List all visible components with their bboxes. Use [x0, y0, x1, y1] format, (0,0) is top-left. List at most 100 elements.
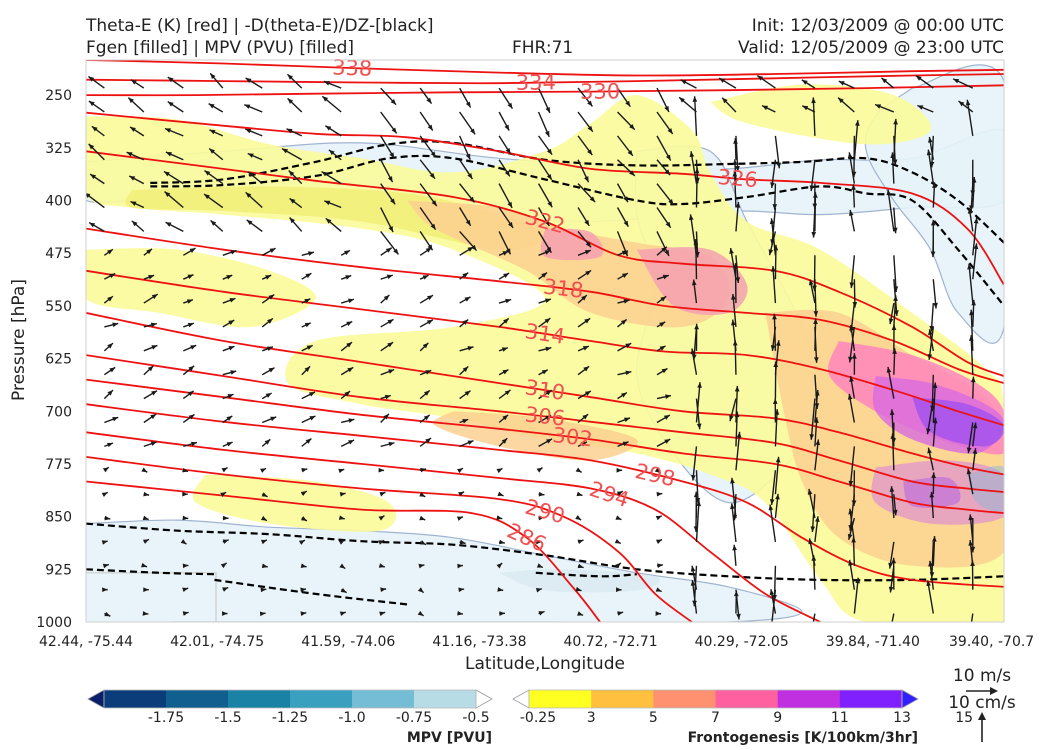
wind-vectors [86, 72, 979, 640]
wind-vector-head [661, 368, 668, 374]
wind-vector-head [615, 587, 622, 592]
x-tick-label: 42.01, -74.75 [170, 634, 264, 650]
wind-vector-head [129, 126, 136, 132]
wind-vector-head [801, 79, 808, 85]
wind-vector-head [427, 244, 433, 251]
wind-vector-head [344, 391, 351, 397]
theta-e-contour [86, 354, 1004, 493]
wind-vector-head [928, 136, 933, 143]
colorbar-tick-label: -0.5 [462, 710, 489, 726]
colorbar-tick-label: 9 [773, 710, 782, 726]
wind-vector-head [390, 99, 397, 105]
wind-vector-head [620, 319, 627, 325]
filled-region [407, 200, 730, 328]
wind-vector-head [502, 369, 509, 375]
wind-vector-head [973, 217, 979, 224]
theta-e-label: 318 [542, 274, 585, 302]
x-tick-label: 39.84, -71.40 [826, 634, 920, 650]
wind-vector [966, 99, 974, 136]
wind-vector-head [655, 587, 662, 592]
wind-vector-head [129, 176, 136, 181]
wind-vector-head [142, 515, 149, 521]
wind-vector-head [244, 104, 251, 109]
wind-vector-head [101, 492, 108, 498]
wind-vector-head [264, 439, 271, 445]
wind-vector-head [507, 201, 513, 208]
wind-vector-head [890, 152, 896, 159]
wind-vector-head [536, 539, 542, 545]
wind-vector-head [815, 439, 821, 446]
wind-vector-head [847, 533, 853, 540]
wind-vector-head [420, 467, 427, 473]
y-axis-label: Pressure [hPa] [9, 279, 29, 401]
colorbar-tick-label: -0.25 [520, 710, 556, 726]
wind-vector-head [544, 220, 550, 227]
wind-vector-head [657, 563, 663, 569]
wind-vector-head [808, 538, 813, 545]
y-tick-label: 700 [45, 404, 72, 420]
wind-vector-head [427, 295, 434, 301]
wind-vector-head [577, 611, 584, 616]
wind-vector-head [456, 516, 463, 521]
colorbar-tick-label: -0.75 [396, 710, 432, 726]
wind-vector-head [538, 611, 545, 616]
colorbar-tick-label: 11 [831, 710, 849, 726]
wind-vector-head [809, 434, 815, 440]
wind-vector-head [535, 588, 542, 593]
wind-vector-head [663, 415, 670, 420]
wind-vector-head [431, 200, 437, 207]
wind-vector-head [325, 218, 332, 224]
y-tick-label: 475 [45, 246, 72, 262]
wind-vector [692, 446, 698, 481]
wind-legend-arrowhead-horizontal [990, 687, 998, 695]
colorbar-tick-label: 5 [649, 710, 658, 726]
wind-vector-head [892, 348, 897, 354]
wind-vector-head [968, 335, 974, 341]
wind-vector-head [497, 587, 504, 592]
wind-vector-head [732, 170, 738, 177]
wind-vector-head [107, 296, 113, 302]
wind-vector-head [220, 492, 227, 497]
wind-vector-head [384, 394, 391, 400]
wind-vector-head [107, 343, 113, 349]
wind-vector-head [457, 610, 463, 616]
wind-vector-head [427, 124, 433, 131]
wind-vector-head [696, 423, 702, 430]
wind-vector-head [773, 244, 779, 251]
y-tick-label: 400 [45, 194, 72, 210]
wind-vector-head [809, 634, 814, 640]
wind-vector-head [102, 467, 109, 473]
wind-vector-head [584, 219, 590, 226]
plot-border [85, 59, 1005, 623]
colorbar-segment [591, 690, 654, 708]
wind-vector-head [102, 563, 109, 569]
wind-vector-head [300, 491, 307, 497]
theta-e-contour [86, 84, 1004, 97]
stability-contour [214, 578, 408, 606]
wind-vector-head [584, 318, 591, 324]
wind-vector-head [967, 207, 973, 214]
frontogenesis-colorbar: 3 5 7 9 11 13 15 [512, 689, 973, 726]
wind-vector-head [325, 125, 332, 131]
wind-vector-head [851, 536, 856, 543]
wind-vector-head [309, 391, 316, 397]
wind-vector-head [429, 172, 435, 179]
wind-vector [810, 398, 816, 440]
wind-vector-head [222, 587, 229, 592]
wind-vector-head [418, 563, 425, 569]
wind-vector [926, 580, 935, 614]
wind-vector-head [182, 611, 189, 616]
wind-vector [812, 97, 816, 136]
theta-e-contour [86, 269, 1004, 427]
wind-vector [932, 382, 937, 423]
wind-vector-head [388, 226, 394, 233]
wind-vector-head [546, 438, 553, 444]
wind-vector-head [230, 250, 237, 255]
wind-vector-head [496, 515, 503, 520]
wind-vector-head [423, 390, 430, 396]
wind-vector-head [142, 611, 149, 616]
wind-vector-head [851, 184, 856, 190]
wind-vector-head [544, 298, 551, 304]
wind-vector-head [164, 128, 171, 133]
wind-vector-head [505, 298, 512, 304]
